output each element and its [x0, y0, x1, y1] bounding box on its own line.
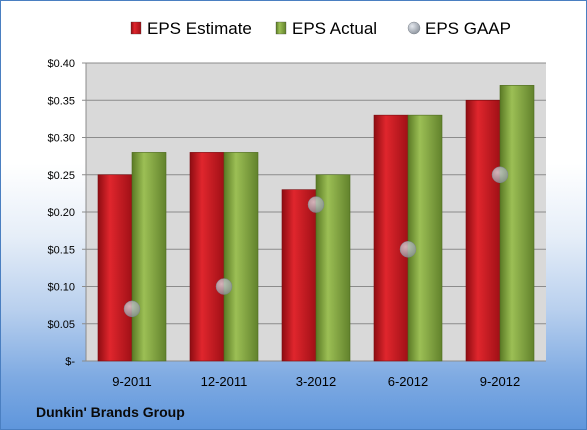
legend-swatch [130, 21, 142, 35]
bar-eps-actual [223, 152, 259, 362]
x-tick-label: 3-2012 [296, 374, 336, 389]
x-tick-label: 12-2011 [201, 374, 248, 389]
bar-eps-estimate [189, 152, 225, 362]
y-tick-label: $0.30 [47, 133, 75, 145]
bar-eps-estimate [281, 189, 317, 362]
marker-eps-gaap [399, 241, 417, 258]
bar-eps-actual [499, 85, 535, 362]
marker-eps-gaap [491, 166, 509, 183]
y-tick-label: $- [65, 356, 75, 368]
legend-swatch [275, 21, 287, 35]
legend-label: EPS Actual [292, 19, 377, 38]
bar-eps-estimate [373, 114, 409, 362]
marker-eps-gaap [123, 300, 141, 318]
legend-label: EPS Estimate [147, 19, 252, 38]
bar-eps-estimate [97, 174, 133, 362]
y-tick-label: $0.20 [47, 207, 75, 219]
marker-eps-gaap [215, 278, 233, 295]
legend: EPS Estimate EPS Actual EPS GAAP [130, 19, 511, 38]
gaap-markers [123, 166, 509, 318]
y-tick-label: $0.35 [47, 95, 75, 107]
y-tick-label: $0.40 [47, 58, 75, 70]
company-name: Dunkin' Brands Group [36, 404, 185, 420]
x-tick-label: 9-2011 [112, 374, 152, 389]
axes: $- $0.05 $0.10 $0.15 $0.20 $0.25 $0.30 $0.35 $0.… [47, 58, 520, 389]
bars [97, 85, 535, 362]
x-tick-label: 9-2012 [480, 374, 520, 389]
legend-swatch [407, 21, 421, 35]
y-tick-label: $0.05 [47, 319, 75, 331]
marker-eps-gaap [307, 196, 325, 213]
x-tick-label: 6-2012 [388, 374, 428, 389]
y-tick-label: $0.10 [47, 282, 75, 294]
bar-eps-estimate [465, 99, 501, 362]
bar-eps-actual [407, 114, 443, 362]
legend-label: EPS GAAP [425, 19, 511, 38]
y-tick-label: $0.25 [47, 170, 75, 182]
y-tick-label: $0.15 [47, 244, 75, 256]
bar-eps-actual [131, 152, 167, 362]
